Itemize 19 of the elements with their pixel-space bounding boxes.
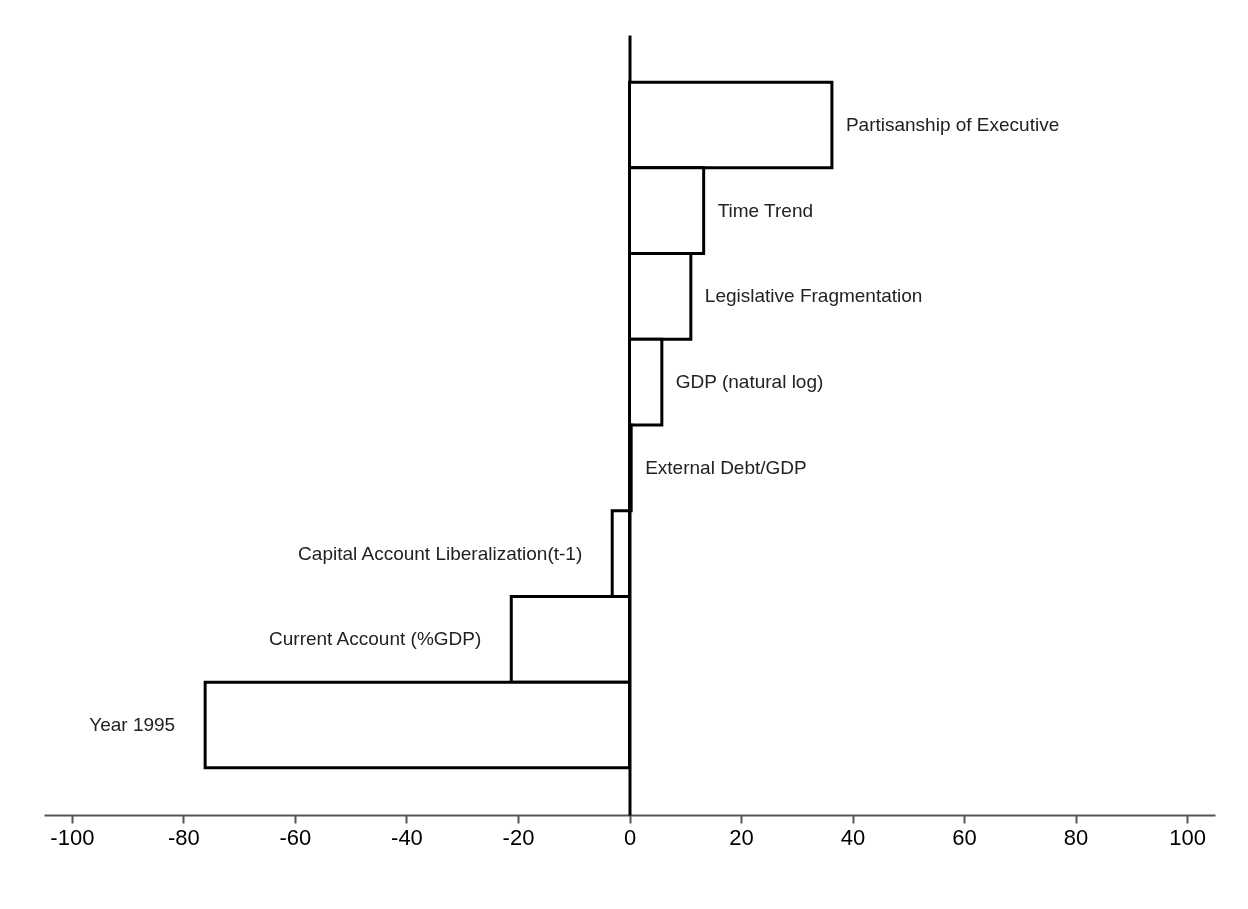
x-tick-label: -60 [279,824,312,850]
y-tick-label: GDP (natural log) [675,371,824,393]
y-tick-label: Partisanship of Executive [845,114,1060,135]
x-tick-label: 0 [623,824,637,850]
y-tick-label: Current Account (%GDP) [269,628,482,650]
x-tick-label: 100 [1169,824,1206,850]
x-tick-label: -80 [168,824,200,850]
x-tick-label: -20 [502,824,535,850]
y-tick-label: External Debt/GDP [645,456,807,478]
y-tick-label: Time Trend [717,199,814,221]
y-tick-label: Legislative Fragmentation [704,285,923,307]
x-tick-label: -40 [391,824,423,850]
x-tick-label: -100 [50,824,95,850]
x-tick-label: 40 [840,824,866,850]
y-tick-label: Capital Account Liberalization(t-1) [298,542,583,564]
x-tick-label: 60 [952,824,977,850]
x-tick-label: 80 [1063,824,1089,850]
y-tick-label: Year 1995 [89,714,176,735]
x-tick-label: 20 [729,824,754,850]
